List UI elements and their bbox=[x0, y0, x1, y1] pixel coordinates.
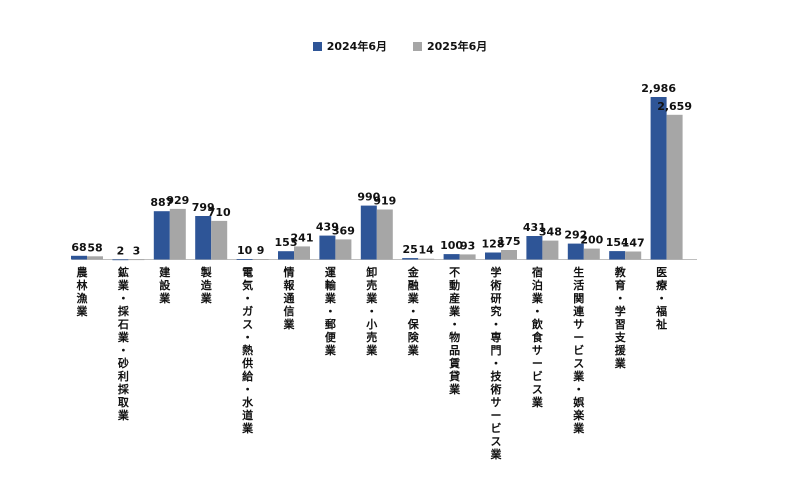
bar-2025-3 bbox=[169, 208, 186, 260]
bar-2024-8 bbox=[360, 205, 377, 260]
value-label-2024-2: 2 bbox=[117, 244, 125, 257]
legend-swatch-2024 bbox=[312, 41, 322, 51]
value-label-2024-12: 431 bbox=[523, 221, 546, 234]
bar-2024-13 bbox=[567, 243, 584, 260]
category-label-5: 電気・ガス・熱供給・水道業 bbox=[241, 266, 254, 435]
bar-2025-12 bbox=[542, 240, 559, 260]
value-label-2024-9: 25 bbox=[403, 243, 418, 256]
bar-2024-3 bbox=[153, 211, 170, 260]
value-label-2025-12: 348 bbox=[539, 226, 562, 239]
value-label-2024-8: 990 bbox=[357, 191, 380, 204]
value-label-2025-4: 710 bbox=[208, 206, 231, 219]
legend-label-2024: 2024年6月 bbox=[326, 40, 387, 53]
value-label-2025-13: 200 bbox=[580, 234, 603, 247]
bar-2024-11 bbox=[485, 252, 501, 260]
value-label-2024-11: 128 bbox=[482, 238, 505, 251]
bar-2025-9 bbox=[418, 258, 435, 260]
bar-2024-9 bbox=[402, 258, 419, 260]
bar-2024-2 bbox=[112, 259, 129, 261]
bar-2024-14 bbox=[609, 251, 626, 260]
value-label-2024-14: 154 bbox=[606, 236, 629, 249]
bar-2024-6 bbox=[278, 251, 294, 260]
category-label-6: 情報通信業 bbox=[283, 265, 296, 331]
bar-2024-7 bbox=[319, 235, 336, 260]
category-label-9: 金融業・保険業 bbox=[407, 265, 420, 357]
legend-item-2024: 2024年6月 bbox=[312, 38, 387, 54]
value-label-2025-3: 929 bbox=[166, 194, 189, 207]
bar-2025-7 bbox=[335, 239, 352, 260]
category-label-11: 学術研究・専門・技術サービス業 bbox=[490, 265, 503, 461]
bar-2025-5 bbox=[252, 259, 269, 260]
category-label-4: 製造業 bbox=[200, 265, 213, 305]
value-label-2025-11: 175 bbox=[498, 235, 521, 248]
bar-2024-10 bbox=[443, 254, 460, 260]
value-label-2025-15: 2,659 bbox=[657, 100, 692, 113]
value-label-2025-5: 9 bbox=[257, 244, 265, 257]
value-label-2024-10: 100 bbox=[440, 239, 463, 252]
bar-2025-1 bbox=[87, 256, 103, 260]
category-label-12: 宿泊業・飲食サービス業 bbox=[531, 265, 544, 409]
bar-2024-1 bbox=[71, 255, 87, 260]
category-label-3: 建設業 bbox=[158, 265, 171, 305]
category-label-8: 卸売業・小売業 bbox=[365, 265, 378, 357]
legend-item-2025: 2025年6月 bbox=[413, 38, 487, 54]
bar-2025-4 bbox=[211, 220, 228, 260]
value-label-2025-6: 241 bbox=[291, 231, 314, 244]
bar-2024-12 bbox=[526, 236, 543, 260]
category-label-1: 農林漁業 bbox=[76, 265, 89, 318]
category-label-14: 教育・学習支援業 bbox=[614, 265, 627, 370]
value-label-2024-4: 799 bbox=[192, 201, 215, 214]
chart-legend: 2024年6月 2025年6月 bbox=[0, 38, 800, 54]
bar-2025-15 bbox=[666, 114, 683, 260]
value-label-2025-1: 58 bbox=[87, 241, 102, 254]
bar-2025-11 bbox=[501, 250, 517, 260]
bar-2024-15 bbox=[650, 97, 667, 260]
legend-swatch-2025 bbox=[413, 41, 422, 51]
category-label-10: 不動産業・物品賃貸業 bbox=[448, 266, 461, 396]
bar-2025-8 bbox=[376, 209, 393, 260]
bar-2025-10 bbox=[459, 254, 476, 260]
value-label-2024-1: 68 bbox=[71, 241, 86, 254]
category-label-15: 医療・福祉 bbox=[655, 266, 668, 331]
value-label-2024-13: 292 bbox=[564, 229, 587, 242]
bar-2024-4 bbox=[195, 216, 212, 260]
value-label-2025-9: 14 bbox=[419, 244, 435, 257]
value-label-2024-7: 439 bbox=[316, 221, 339, 234]
category-label-13: 生活関連サービス業・娯楽業 bbox=[572, 265, 585, 435]
value-label-2025-8: 919 bbox=[373, 195, 396, 208]
value-label-2025-2: 3 bbox=[133, 244, 141, 257]
bar-2025-2 bbox=[128, 259, 145, 261]
value-label-2024-5: 10 bbox=[237, 244, 253, 257]
value-label-2025-10: 93 bbox=[460, 239, 475, 252]
bar-2025-6 bbox=[294, 246, 310, 260]
value-label-2025-14: 147 bbox=[622, 237, 645, 250]
bar-2025-14 bbox=[625, 251, 642, 260]
category-label-7: 運輸業・郵便業 bbox=[324, 266, 337, 357]
value-label-2024-15: 2,986 bbox=[641, 82, 676, 95]
value-label-2024-6: 153 bbox=[275, 236, 298, 249]
bar-2024-5 bbox=[236, 259, 253, 260]
legend-label-2025: 2025年6月 bbox=[427, 40, 488, 53]
value-label-2025-7: 369 bbox=[332, 224, 355, 237]
category-label-2: 鉱業・採石業・砂利採取業 bbox=[117, 265, 130, 422]
value-label-2024-3: 887 bbox=[150, 196, 173, 209]
bar-2025-13 bbox=[583, 248, 600, 260]
